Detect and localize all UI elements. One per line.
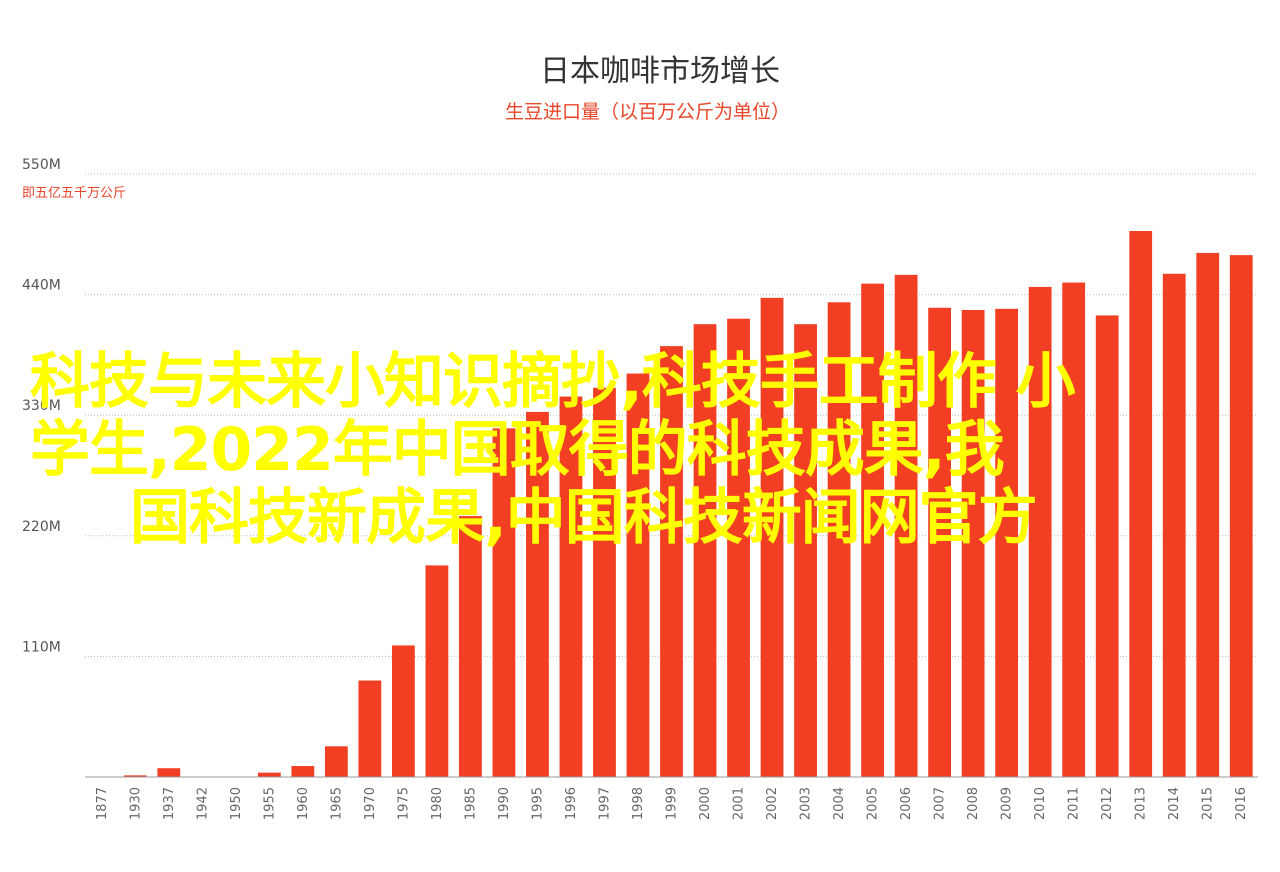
bar-2015 (1196, 252, 1220, 778)
overlay-line-2: 学生,2022年中国取得的科技成果,我 (30, 415, 1005, 485)
bar-2004 (827, 302, 851, 777)
x-tick-label: 1985 (463, 787, 478, 820)
y-tick-label: 220M (22, 519, 61, 535)
bar-2014 (1162, 273, 1186, 777)
x-tick-label: 2015 (1201, 787, 1216, 820)
x-tick-label: 1996 (564, 787, 579, 820)
bar-2003 (794, 324, 817, 777)
x-tick-label: 1980 (430, 787, 445, 820)
x-tick-label: 1999 (665, 787, 680, 820)
bar-1970 (358, 680, 382, 777)
x-tick-label: 1995 (530, 787, 545, 820)
x-tick-label: 2009 (1000, 787, 1015, 820)
bar-1980 (425, 565, 449, 777)
bar-1997 (593, 387, 616, 777)
bar-1985 (459, 516, 482, 777)
x-tick-label: 1937 (162, 787, 177, 820)
y-tick-label: 110M (22, 639, 61, 655)
bar-2007 (928, 307, 952, 777)
y-tick-label: 440M (22, 278, 61, 294)
x-tick-label: 2011 (1067, 787, 1082, 820)
bar-1996 (559, 396, 583, 777)
x-tick-label: 2002 (765, 787, 780, 820)
x-tick-label: 2013 (1134, 787, 1149, 820)
bar-1937 (157, 768, 181, 777)
bar-2010 (1028, 286, 1052, 777)
x-tick-label: 1997 (597, 787, 612, 820)
overlay-line-1: 科技与未来小知识摘抄,科技手工制作 小 (30, 347, 1076, 417)
x-tick-label: 1877 (95, 787, 110, 820)
x-tick-label: 2003 (799, 787, 814, 820)
bar-1998 (626, 373, 650, 777)
bar-1990 (492, 428, 516, 777)
chart-subtitle: 生豆进口量（以百万公斤为单位） (504, 101, 790, 123)
x-tick-label: 2004 (832, 787, 847, 820)
x-tick-label: 1960 (296, 787, 311, 820)
gridlines (85, 173, 1258, 657)
x-tick-label: 1955 (262, 787, 277, 820)
bar-2008 (961, 309, 985, 777)
x-tick-label: 2006 (899, 787, 914, 820)
bar-2009 (995, 308, 1019, 777)
x-tick-label: 2007 (933, 787, 948, 820)
chart-title: 日本咖啡市场增长 (540, 54, 780, 89)
y-tick-label: 330M (22, 398, 61, 414)
overlay-line-3: 国科技新成果,中国科技新闻网官方 (130, 483, 1038, 553)
bar-2006 (894, 274, 918, 777)
x-tick-label: 1930 (128, 787, 143, 820)
x-tick-label: 2012 (1100, 787, 1115, 820)
x-tick-label: 2000 (698, 787, 713, 820)
y-tick-label: 550M (22, 157, 61, 173)
bar-1965 (324, 746, 348, 777)
bar-1995 (526, 411, 549, 777)
bar-2011 (1062, 282, 1086, 777)
x-tick-label: 1942 (195, 787, 210, 820)
bar-2016 (1229, 255, 1253, 777)
bar-2002 (760, 297, 784, 777)
bar-1999 (660, 346, 683, 777)
bar-2012 (1095, 315, 1119, 777)
x-tick-label: 1998 (631, 787, 646, 820)
bars (123, 231, 1253, 778)
bar-1930 (123, 775, 147, 777)
x-tick-label: 1965 (329, 787, 344, 820)
x-tick-label: 2005 (866, 787, 881, 820)
x-tick-label: 1970 (363, 787, 378, 820)
bar-1960 (291, 766, 315, 777)
bar-2005 (861, 283, 884, 777)
bar-1955 (257, 772, 281, 777)
bar-1975 (391, 645, 415, 777)
y-axis-note: 即五亿五千万公斤 (22, 186, 126, 201)
bar-2000 (693, 324, 717, 777)
watermark-overlay-text: 科技与未来小知识摘抄,科技手工制作 小 学生,2022年中国取得的科技成果,我 … (30, 348, 1190, 552)
x-tick-label: 2008 (966, 787, 981, 820)
bar-2001 (727, 318, 750, 777)
bar-2013 (1129, 231, 1153, 777)
x-tick-label: 2014 (1167, 787, 1182, 820)
x-tick-label: 2010 (1033, 787, 1048, 820)
x-tick-label: 1950 (229, 787, 244, 820)
x-tick-label: 2016 (1234, 787, 1249, 820)
axes: 110M 220M 330M 440M 550M 1877 1930 1937 1942 1950… (22, 157, 1258, 820)
x-tick-label: 1975 (396, 787, 411, 820)
x-tick-label: 1990 (497, 787, 512, 820)
x-tick-label: 2001 (732, 787, 747, 820)
